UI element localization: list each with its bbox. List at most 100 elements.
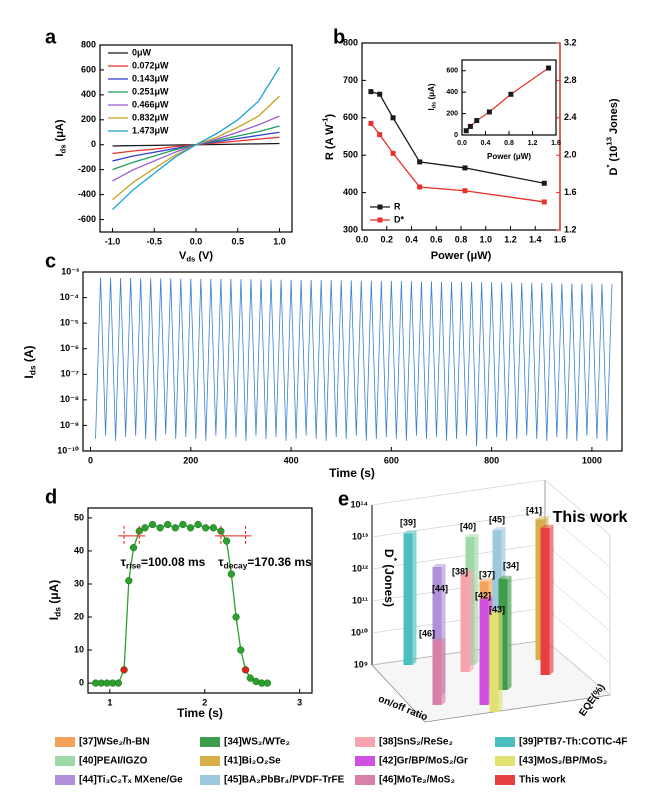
panel-label: d <box>45 486 57 508</box>
z-axis-title-part: D <box>382 549 396 558</box>
legend-label: [42]Gr/BP/MoS₂/Gr <box>379 756 468 767</box>
bar-side <box>498 609 503 712</box>
annotation-part: τ <box>121 555 127 569</box>
x-axis-title-part: Power (μW) <box>431 250 492 262</box>
grid-line <box>371 575 546 602</box>
marker <box>377 91 383 97</box>
z-axis-title-part: * <box>389 558 399 562</box>
legend-swatch <box>355 737 375 747</box>
panel-label: b <box>333 26 345 48</box>
x-axis-title: Time (s) <box>329 466 375 480</box>
y-axis-title-part: (μA) <box>47 580 61 607</box>
data-line <box>112 131 280 162</box>
legend-label: [41]Bi₂O₂Se <box>224 756 281 767</box>
x-tick-label: 0.0 <box>190 236 203 246</box>
y2-tick-label: 2.8 <box>564 75 577 85</box>
annotation-part: decay <box>224 561 248 571</box>
x-tick-label: 1000 <box>582 455 602 465</box>
y2-axis-title-part: Jones) <box>608 98 620 137</box>
legend-label: [43]MoS₂/BP/MoS₂ <box>519 756 607 767</box>
marker <box>148 520 157 529</box>
y-tick-label: 10⁻⁴ <box>60 292 79 302</box>
marker <box>125 577 133 585</box>
z-tick-label: 10¹⁰ <box>351 627 368 637</box>
panel-label: a <box>45 26 57 48</box>
marker <box>462 188 468 194</box>
marker <box>246 674 254 682</box>
marker <box>141 524 149 532</box>
legend-label: 0μW <box>132 47 152 57</box>
bar-label: [38] <box>452 566 468 576</box>
y-axis-title-part: (μA) <box>54 119 66 144</box>
bar-label: [39] <box>400 517 416 527</box>
marker <box>227 570 235 578</box>
y-axis-title-part: (A W <box>324 124 336 152</box>
marker <box>390 150 396 156</box>
x-axis-title-part: Time (s) <box>177 706 223 720</box>
y-axis-title-part: ) <box>324 114 336 118</box>
bar-label: [43] <box>489 604 505 614</box>
bar <box>498 578 508 690</box>
legend-swatch <box>495 737 515 747</box>
y2-tick-label: 3.2 <box>564 37 577 47</box>
grid-line <box>544 575 611 632</box>
y-tick-label: 600 <box>446 68 458 75</box>
x-tick-label: 0.8 <box>455 234 468 244</box>
legend-label: [46]MoTe₂/MoS₂ <box>379 775 455 786</box>
grid-line <box>544 639 611 696</box>
grid-line <box>544 511 611 568</box>
bar <box>432 641 442 705</box>
marker <box>486 109 492 115</box>
z-tick-label: 10¹³ <box>352 531 368 541</box>
y-axis-title-part: I <box>54 153 66 156</box>
y-tick-label: 10⁻⁵ <box>60 318 79 328</box>
y-axis-title-part: ds <box>28 365 38 375</box>
y-tick-label: 0 <box>454 132 458 139</box>
y-tick-label: 400 <box>343 187 358 197</box>
bar <box>540 527 550 675</box>
y-axis-title: Ids (μA) <box>47 580 63 620</box>
legend-swatch <box>495 775 515 785</box>
x-axis-title-part: V <box>179 250 187 262</box>
x-tick-label: 0.6 <box>430 234 443 244</box>
x-tick-label: 3 <box>297 697 302 707</box>
legend-label: [34]WS₂/WTe₂ <box>224 737 290 748</box>
grid-line <box>371 543 546 570</box>
legend-swatch <box>55 756 75 766</box>
legend-label: [44]Ti₃C₂Tₓ MXene/Ge <box>79 775 183 786</box>
y-axis-title: Ids (A) <box>22 345 38 378</box>
y2-tick-label: 2.4 <box>564 112 577 122</box>
y2-axis-title-part: (10 <box>608 146 620 165</box>
marker <box>377 204 383 210</box>
x-tick-label: -1.0 <box>105 236 121 246</box>
y-tick-label: 400 <box>81 89 96 99</box>
bar <box>479 599 489 705</box>
y-tick-label: 40 <box>74 545 84 555</box>
marker <box>164 520 172 529</box>
legend-label: D* <box>394 214 404 224</box>
bar-label: [34] <box>503 560 519 570</box>
marker <box>263 679 272 687</box>
x-axis-title-part: (V) <box>195 250 213 262</box>
y-tick-label: 10 <box>74 644 84 654</box>
annotation: τdecay=170.36 ms <box>218 555 312 571</box>
legend-label: [38]SnS₂/ReSe₂ <box>379 737 453 748</box>
marker <box>120 666 128 674</box>
x-tick-label: 0.0 <box>356 234 369 244</box>
data-line <box>95 523 268 684</box>
bar-top <box>465 534 479 537</box>
legend-label: 0.072μW <box>132 60 169 70</box>
legend-label: 0.143μW <box>132 73 169 83</box>
y-tick-label: 600 <box>343 112 358 122</box>
bar <box>535 519 545 660</box>
y-tick-label: 10⁻¹⁰ <box>57 445 79 455</box>
x-tick-label: 0.8 <box>504 140 514 147</box>
bar-top <box>492 527 506 531</box>
marker <box>474 118 480 124</box>
bar-top <box>403 530 417 534</box>
y-axis-title-part: I <box>22 375 36 378</box>
marker <box>202 524 210 532</box>
grid-line <box>544 479 611 536</box>
x-tick-label: 0 <box>88 455 93 465</box>
